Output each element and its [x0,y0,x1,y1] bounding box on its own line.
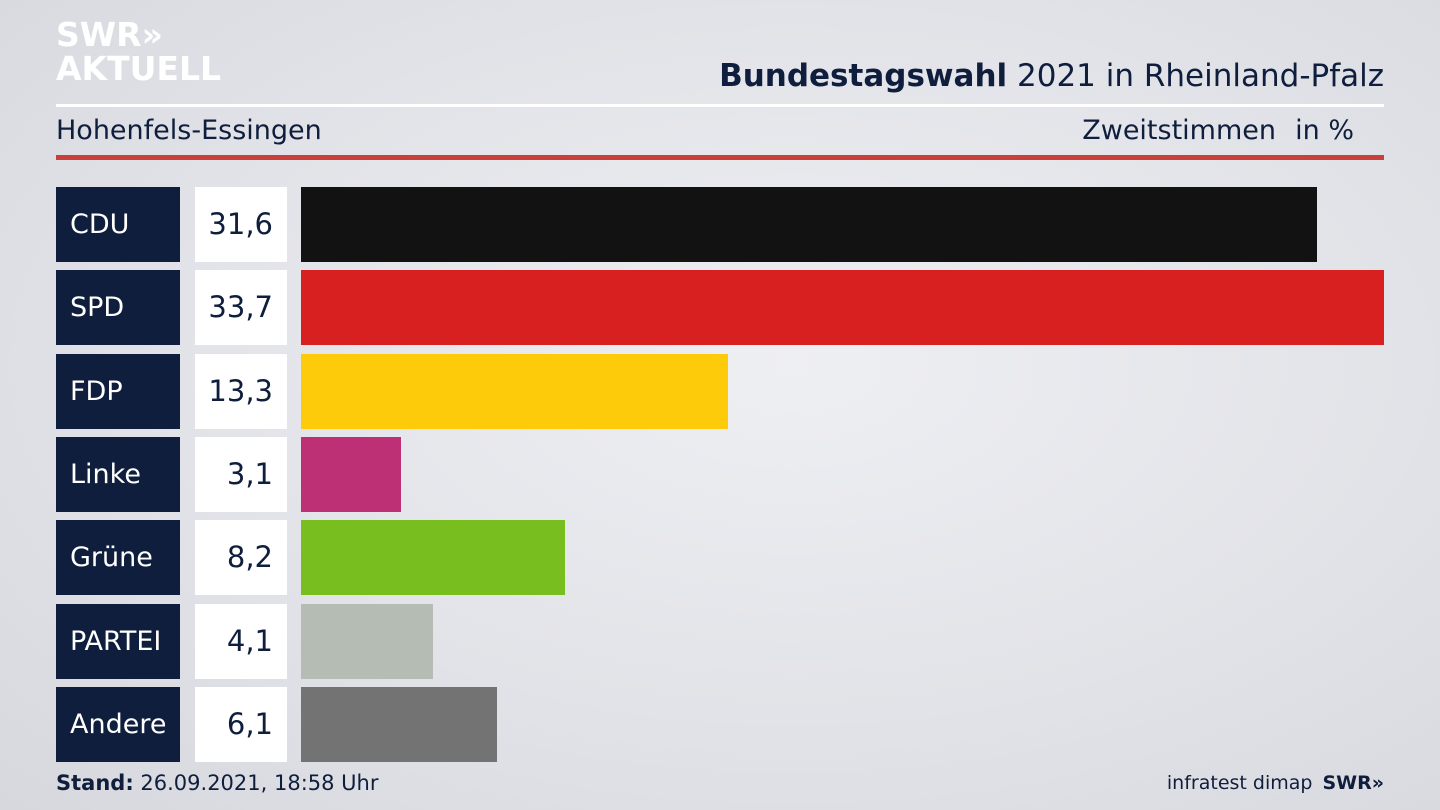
chart-row: PARTEI 4,1 [0,603,1440,679]
party-label: Andere [56,686,180,762]
party-label: FDP [56,353,180,429]
value-label: 3,1 [195,436,287,512]
party-label: Linke [56,436,180,512]
stand-label: Stand: [56,771,134,795]
unit-label: in % [1295,115,1354,146]
bar [301,187,1317,262]
value-label: 6,1 [195,686,287,762]
source-label: infratest dimap [1166,772,1313,794]
swr-aktuell-logo: SWR» AKTUELL [56,18,221,86]
chart-row: Linke 3,1 [0,436,1440,512]
logo-line-1: SWR» [56,15,163,54]
bar [301,686,498,762]
value-label: 33,7 [195,270,287,346]
bar [301,603,433,679]
source-credit: infratest dimap SWR» [1167,772,1384,794]
header-divider [56,104,1384,107]
accent-divider [56,155,1384,160]
logo-line-2: AKTUELL [56,49,222,88]
value-label: 31,6 [195,187,287,262]
bar [301,520,565,596]
title-bold: Bundestagswahl [719,58,1008,94]
value-label: 8,2 [195,520,287,596]
chart-row: Andere 6,1 [0,686,1440,762]
swr-brand-logo: SWR» [1322,772,1384,794]
chart-row: CDU 31,6 [0,187,1440,262]
bar [301,436,401,512]
party-label: Grüne [56,520,180,596]
bar [301,270,1384,346]
bar [301,353,729,429]
party-label: CDU [56,187,180,262]
page-title: Bundestagswahl 2021 in Rheinland-Pfalz [719,58,1384,94]
stand-value: 26.09.2021, 18:58 Uhr [133,771,379,795]
party-label: PARTEI [56,603,180,679]
chart-row: Grüne 8,2 [0,520,1440,596]
party-label: SPD [56,270,180,346]
measure-label: Zweitstimmen [1082,115,1276,146]
chart-row: SPD 33,7 [0,270,1440,346]
value-label: 13,3 [195,353,287,429]
chart-row: FDP 13,3 [0,353,1440,429]
title-rest: 2021 in Rheinland-Pfalz [1007,58,1384,94]
value-label: 4,1 [195,603,287,679]
region-subtitle: Hohenfels-Essingen [56,115,322,146]
timestamp: Stand: 26.09.2021, 18:58 Uhr [56,771,379,795]
